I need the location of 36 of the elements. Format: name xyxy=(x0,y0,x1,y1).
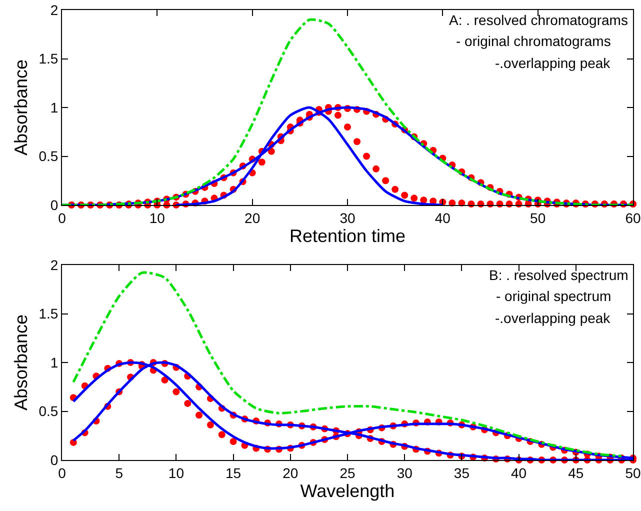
x-tick-label: 45 xyxy=(568,464,584,481)
y-tick-label: 0.5 xyxy=(38,403,58,420)
x-tick-label: 40 xyxy=(434,210,451,226)
annotation: - original spectrum xyxy=(496,288,612,304)
x-tick-label: 20 xyxy=(244,210,260,226)
y-axis-title: Absorbance xyxy=(10,59,31,156)
x-axis-title: Retention time xyxy=(289,226,406,246)
y-tick-label: 1 xyxy=(50,354,58,370)
y-tick-label: 1.5 xyxy=(38,306,58,322)
x-tick-label: 10 xyxy=(149,210,166,226)
y-tick-label: 0.5 xyxy=(38,148,58,164)
y-tick-label: 2 xyxy=(50,2,58,18)
annotation: -.overlapping peak xyxy=(495,55,612,71)
x-tick-label: 40 xyxy=(511,464,527,481)
x-tick-label: 15 xyxy=(226,464,242,481)
annotation: -.overlapping peak xyxy=(495,310,612,326)
y-axis-title: Absorbance xyxy=(10,314,31,411)
x-axis-title: Wavelength xyxy=(300,480,395,501)
x-tick-label: 20 xyxy=(282,464,298,481)
x-tick-label: 30 xyxy=(396,464,413,481)
x-tick-label: 30 xyxy=(340,210,356,226)
x-tick-label: 5 xyxy=(115,464,124,481)
annotation: - original chromatograms xyxy=(456,33,611,49)
annotation: B: . resolved spectrum xyxy=(489,267,628,283)
y-tick-label: 0 xyxy=(50,452,58,468)
x-tick-label: 35 xyxy=(454,464,470,481)
y-tick-label: 1 xyxy=(50,99,58,116)
x-tick-label: 10 xyxy=(168,464,184,481)
x-tick-label: 50 xyxy=(530,210,546,226)
annotation: A: . resolved chromatograms xyxy=(449,12,628,28)
y-tick-label: 2 xyxy=(50,256,58,273)
x-tick-label: 25 xyxy=(340,464,356,481)
y-tick-label: 0 xyxy=(50,196,58,213)
x-tick-label: 50 xyxy=(625,464,641,481)
y-tick-label: 1.5 xyxy=(38,50,58,67)
x-tick-label: 60 xyxy=(625,210,641,226)
